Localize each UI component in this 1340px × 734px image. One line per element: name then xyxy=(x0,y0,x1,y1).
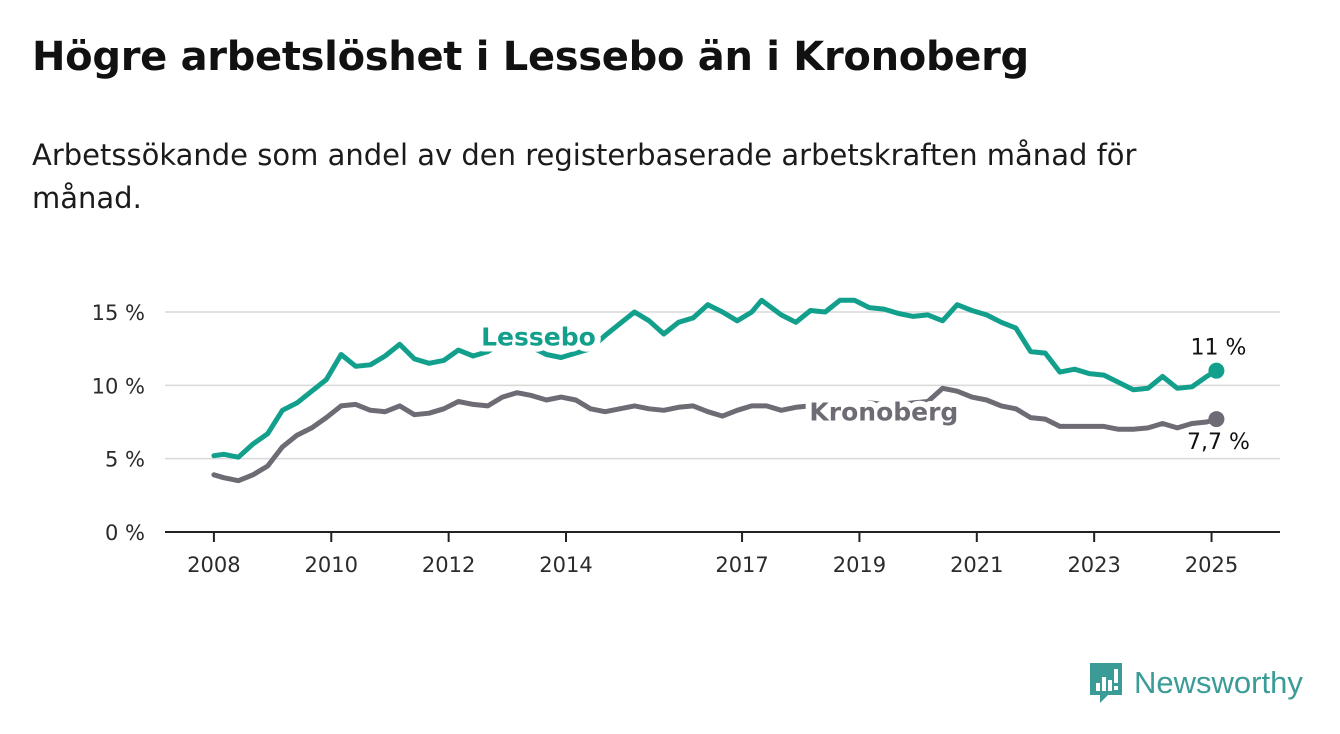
brand-name: Newsworthy xyxy=(1134,665,1303,700)
x-tick-label: 2023 xyxy=(1067,553,1120,577)
y-tick-label: 10 % xyxy=(92,374,145,398)
series-lines xyxy=(211,297,1225,484)
y-tick-label: 0 % xyxy=(105,521,145,545)
end-point-lessebo xyxy=(1208,362,1225,379)
axes: 0 % 5 % 10 % 15 % 2008 2010 2012 2014 2017 2019 20… xyxy=(92,301,1280,577)
grid-lines xyxy=(165,311,1280,460)
newsworthy-logo-icon xyxy=(1090,663,1122,703)
series-label-halo: Kronoberg xyxy=(809,398,958,427)
series-label-kronoberg: Kronoberg xyxy=(809,398,958,427)
series-label-halo: Lessebo xyxy=(481,323,596,352)
y-tick-label: 5 % xyxy=(105,448,145,472)
chart-title: Högre arbetslöshet i Lessebo än i Kronob… xyxy=(32,34,1029,80)
x-tick-label: 2019 xyxy=(833,553,886,577)
x-tick-label: 2021 xyxy=(950,553,1003,577)
series-line-kronoberg xyxy=(211,385,1219,484)
x-tick-label: 2025 xyxy=(1185,553,1238,577)
x-tick-label: 2012 xyxy=(422,553,475,577)
series-label-lessebo: Lessebo xyxy=(481,323,596,352)
x-tick-label: 2008 xyxy=(187,553,240,577)
end-value-label-kronoberg: 7,7 % xyxy=(1187,430,1250,455)
x-tick-label: 2010 xyxy=(305,553,358,577)
end-value-label-lessebo: 11 % xyxy=(1190,336,1246,361)
series-line-lessebo xyxy=(211,297,1219,460)
brand-logo: Newsworthy xyxy=(1088,660,1303,706)
end-point-kronoberg xyxy=(1208,411,1225,428)
labels: 11 %7,7 %LesseboLesseboKronobergKronober… xyxy=(475,317,1250,455)
y-tick-label: 15 % xyxy=(92,301,145,325)
x-tick-label: 2014 xyxy=(539,553,592,577)
chart-subtitle: Arbetssökande som andel av den registerb… xyxy=(32,138,1137,215)
x-tick-label: 2017 xyxy=(715,553,768,577)
